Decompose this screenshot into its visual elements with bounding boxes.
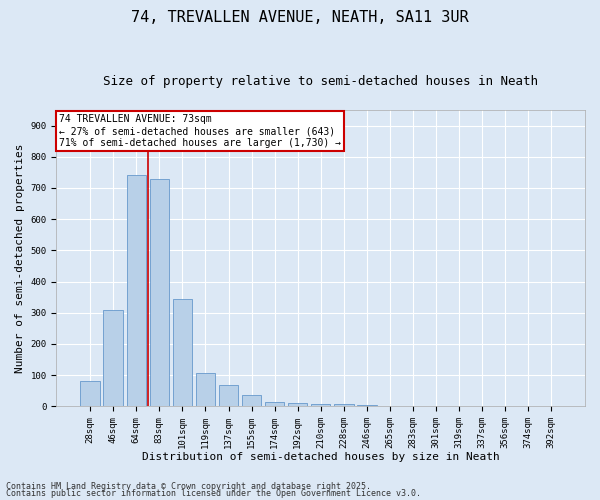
Bar [288, 403, 307, 406]
Text: Contains HM Land Registry data © Crown copyright and database right 2025.: Contains HM Land Registry data © Crown c… [6, 482, 371, 491]
Text: Contains public sector information licensed under the Open Government Licence v3: Contains public sector information licen… [6, 489, 421, 498]
Title: Size of property relative to semi-detached houses in Neath: Size of property relative to semi-detach… [103, 75, 538, 88]
Text: 74, TREVALLEN AVENUE, NEATH, SA11 3UR: 74, TREVALLEN AVENUE, NEATH, SA11 3UR [131, 10, 469, 25]
Bar [173, 300, 192, 406]
Bar [334, 404, 353, 406]
Bar [265, 402, 284, 406]
Bar [196, 373, 215, 406]
Text: 74 TREVALLEN AVENUE: 73sqm
← 27% of semi-detached houses are smaller (643)
71% o: 74 TREVALLEN AVENUE: 73sqm ← 27% of semi… [59, 114, 341, 148]
Bar [149, 180, 169, 406]
X-axis label: Distribution of semi-detached houses by size in Neath: Distribution of semi-detached houses by … [142, 452, 500, 462]
Bar [311, 404, 331, 406]
Y-axis label: Number of semi-detached properties: Number of semi-detached properties [15, 144, 25, 373]
Bar [242, 395, 262, 406]
Bar [103, 310, 123, 406]
Bar [127, 174, 146, 406]
Bar [80, 381, 100, 406]
Bar [219, 384, 238, 406]
